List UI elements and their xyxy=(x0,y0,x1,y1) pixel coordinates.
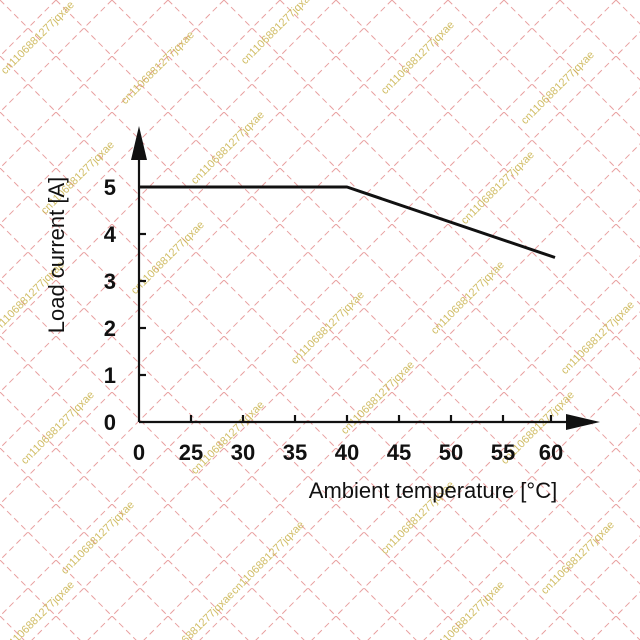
x-tick-label: 40 xyxy=(335,440,359,465)
x-tick-label: 50 xyxy=(439,440,463,465)
y-axis-arrow xyxy=(131,126,147,160)
y-tick-label: 2 xyxy=(104,316,116,341)
y-tick-label: 3 xyxy=(104,269,116,294)
x-tick-label: 35 xyxy=(283,440,307,465)
x-axis-label: Ambient temperature [°C] xyxy=(309,478,557,503)
series xyxy=(138,185,556,259)
x-tick-label: 60 xyxy=(539,440,563,465)
y-axis-label: Load current [A] xyxy=(44,177,69,334)
x-tick-label: 25 xyxy=(179,440,203,465)
y-tick-label: 0 xyxy=(104,410,116,435)
x-tick-label: 45 xyxy=(387,440,411,465)
x-tick-label: 0 xyxy=(133,440,145,465)
y-tick-label: 5 xyxy=(104,175,116,200)
y-tick-label: 4 xyxy=(104,222,117,247)
x-tick-label: 55 xyxy=(491,440,515,465)
x-tick-label: 30 xyxy=(231,440,255,465)
y-tick-label: 1 xyxy=(104,363,116,388)
x-axis-arrow xyxy=(566,414,600,430)
